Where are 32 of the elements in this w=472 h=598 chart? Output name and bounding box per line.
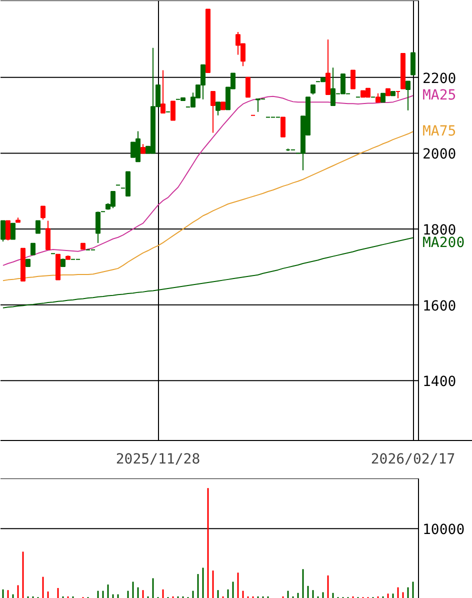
candlestick [410, 52, 416, 76]
candlestick [0, 220, 6, 242]
x-tick-label: 2026/02/17 [370, 452, 456, 468]
candlestick [216, 102, 220, 116]
series-label: MA75 [422, 124, 456, 140]
series-label: MA200 [422, 234, 465, 251]
y-tick-label: 2200 [422, 70, 456, 87]
line-series [2, 131, 414, 282]
candlestick [326, 39, 330, 95]
candlestick [10, 222, 16, 240]
candlestick [96, 211, 100, 244]
candlestick [246, 76, 250, 98]
candlestick [210, 90, 216, 134]
candlestick [30, 242, 36, 256]
candlestick [280, 116, 286, 138]
y-tick-label: 1400 [422, 374, 456, 390]
candlestick [40, 206, 46, 220]
candlestick [46, 220, 50, 250]
candlestick [140, 144, 146, 154]
candlestick [350, 70, 356, 90]
y-tick-label: 1600 [422, 298, 456, 314]
candlestick [6, 220, 10, 241]
x-tick-label: 2025/11/28 [116, 452, 200, 468]
line-series [2, 237, 414, 308]
candlestick [170, 100, 176, 121]
candlestick [406, 80, 410, 111]
y-tick-label: 2000 [422, 146, 456, 163]
candlestick [36, 220, 40, 234]
candlestick [160, 70, 166, 114]
candlestick [310, 84, 316, 95]
series-label: MA25 [422, 88, 456, 104]
y-tick-label: 10000 [422, 522, 465, 538]
